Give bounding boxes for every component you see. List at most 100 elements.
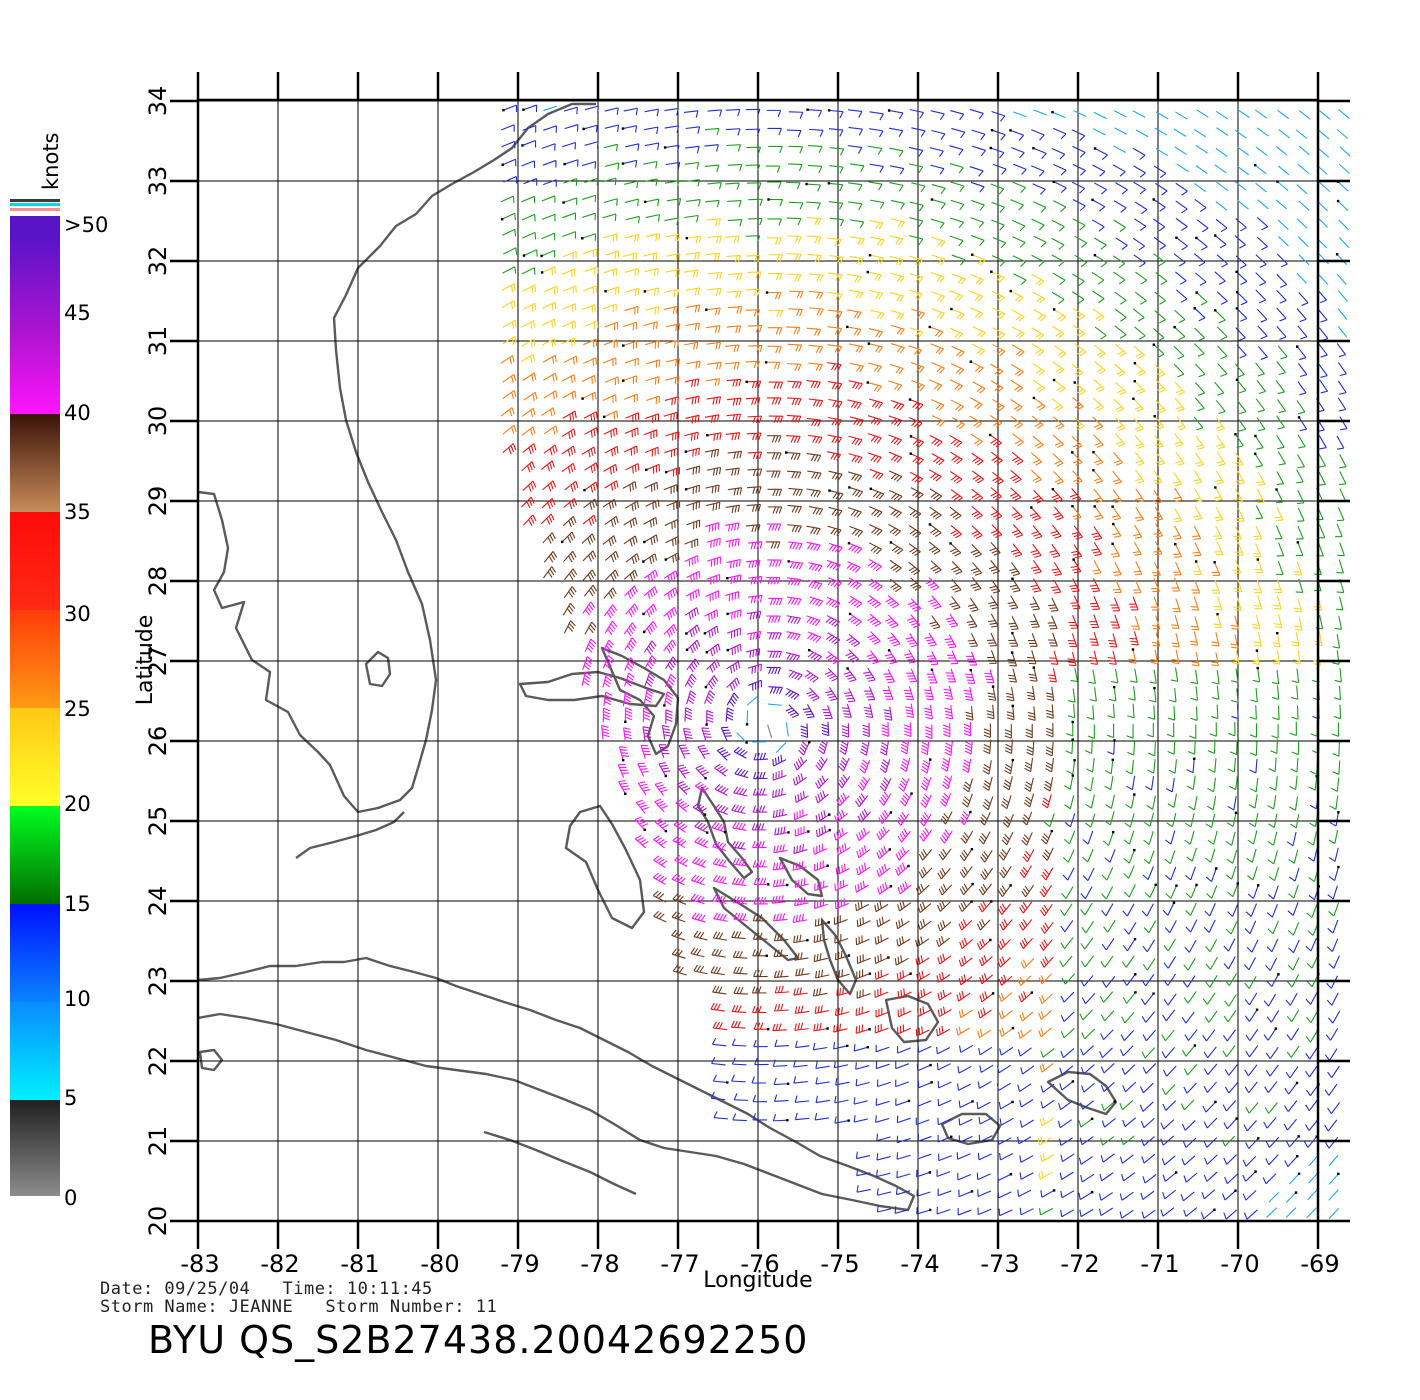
wind-barb xyxy=(917,1151,932,1160)
barb-flag xyxy=(938,937,942,945)
barb-flag xyxy=(677,950,683,957)
barb-staff xyxy=(1195,706,1198,721)
barb-flag xyxy=(739,987,744,994)
wind-barb xyxy=(1060,1028,1075,1039)
barb-staff xyxy=(833,1028,848,1033)
barb-flag xyxy=(853,1044,856,1052)
barb-flag xyxy=(1021,939,1026,947)
barb-staff xyxy=(875,1027,889,1034)
barb-staff xyxy=(1145,1029,1156,1042)
colorbar-segment xyxy=(10,216,60,238)
barb-staff xyxy=(856,993,871,999)
barb-flag xyxy=(798,968,801,976)
wind-barb xyxy=(937,1006,952,1018)
wind-barb xyxy=(1162,1189,1177,1200)
rain-flag xyxy=(1154,883,1157,886)
barb-flag xyxy=(981,957,985,964)
wind-barb xyxy=(917,988,932,1000)
barb-staff xyxy=(979,1080,992,1089)
barb-flag xyxy=(674,949,680,956)
wind-barb xyxy=(855,1006,870,1017)
barb-staff xyxy=(1018,1189,1032,1198)
wind-barb xyxy=(855,1062,870,1070)
barb-flag xyxy=(1130,640,1138,643)
barb-flag xyxy=(1078,1120,1082,1128)
wind-barb xyxy=(1283,1118,1297,1131)
barb-flag xyxy=(737,1005,742,1013)
wind-barb xyxy=(977,1007,992,1019)
barb-flag xyxy=(710,1091,715,1099)
wind-barb xyxy=(894,955,909,966)
barb-flag xyxy=(772,1023,776,1031)
barb-staff xyxy=(961,938,974,949)
barb-flag xyxy=(693,930,699,937)
wind-barb xyxy=(997,938,1011,950)
barb-staff xyxy=(1269,1136,1280,1148)
barb-staff xyxy=(1228,973,1237,986)
rain-flag xyxy=(1236,882,1239,885)
barb-flag xyxy=(835,1008,837,1016)
barb-flag xyxy=(1080,960,1086,968)
barb-flag xyxy=(754,986,759,994)
long-island xyxy=(820,918,858,996)
barb-flag xyxy=(1163,979,1169,986)
wind-barb xyxy=(1017,1083,1032,1093)
barb-flag xyxy=(799,844,801,852)
rain-flag xyxy=(889,811,893,814)
barb-flag xyxy=(620,749,628,751)
rain-flag xyxy=(1337,865,1340,869)
wind-barb xyxy=(1328,1189,1339,1201)
barb-flag xyxy=(1184,1034,1189,1041)
barb-flag xyxy=(977,1030,980,1038)
barb-flag xyxy=(940,991,943,999)
barb-staff xyxy=(1246,1209,1258,1220)
barb-staff xyxy=(876,1136,891,1142)
wind-barb xyxy=(1284,1100,1298,1112)
rain-flag xyxy=(664,829,668,833)
wind-barb xyxy=(897,1024,912,1035)
barb-flag xyxy=(1044,956,1049,964)
barb-staff xyxy=(875,1046,890,1053)
barb-flag xyxy=(1305,1104,1310,1111)
barb-flag xyxy=(1284,1105,1289,1112)
barb-flag xyxy=(715,932,721,939)
wind-barb xyxy=(1081,1028,1096,1040)
barb-staff xyxy=(918,1045,932,1053)
barb-flag xyxy=(1001,956,1006,964)
barb-staff xyxy=(1228,994,1237,1007)
rain-flag xyxy=(726,648,729,652)
barb-staff xyxy=(1288,1082,1298,1095)
barb-flag xyxy=(1265,1158,1270,1166)
wind-barb xyxy=(1140,1190,1155,1200)
wind-barb xyxy=(1100,1081,1115,1092)
barb-staff xyxy=(1059,1119,1072,1129)
barb-staff xyxy=(977,1173,991,1181)
wind-barb xyxy=(976,1172,991,1181)
barb-flag xyxy=(874,956,877,964)
barb-flag xyxy=(1262,1177,1267,1185)
barb-staff xyxy=(1001,975,1013,986)
rain-flag xyxy=(705,723,708,726)
barb-flag xyxy=(696,965,702,972)
wind-barb xyxy=(1285,992,1298,1006)
wind-barb xyxy=(996,1064,1012,1074)
barb-staff xyxy=(1001,1027,1014,1037)
barb-staff xyxy=(999,1209,1013,1217)
barb-flag xyxy=(999,1048,1002,1056)
barb-staff xyxy=(1000,1153,1014,1161)
barb-flag xyxy=(718,986,723,994)
wind-barb xyxy=(1142,1029,1156,1042)
barb-flag xyxy=(920,955,924,963)
barb-flag xyxy=(672,965,678,972)
barb-flag xyxy=(1180,1103,1185,1111)
barb-flag xyxy=(757,665,760,673)
barb-staff xyxy=(1308,1172,1319,1184)
barb-staff xyxy=(1023,957,1035,969)
barb-flag xyxy=(880,953,882,961)
barb-staff xyxy=(1000,992,1013,1002)
barb-flag xyxy=(713,1111,718,1118)
barb-flag xyxy=(1081,1032,1086,1040)
barb-flag xyxy=(840,1006,843,1015)
barb-flag xyxy=(977,1081,980,1089)
barb-staff xyxy=(1083,975,1094,987)
